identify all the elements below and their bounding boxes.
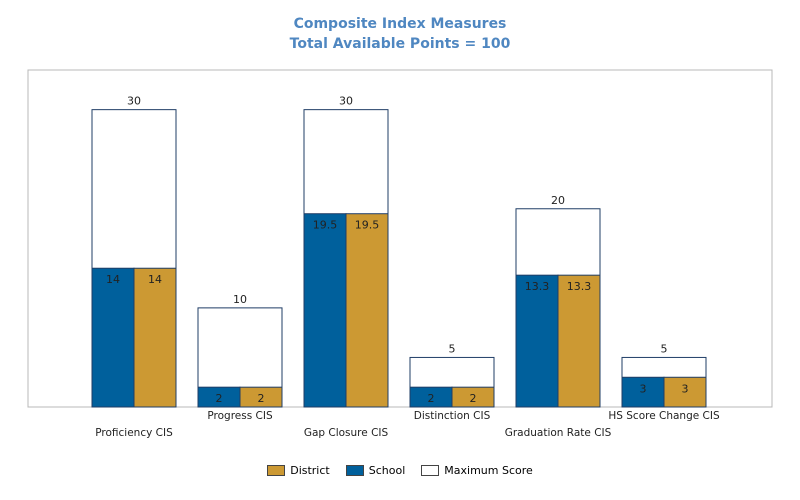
bar-school-graduation-rate-cis: [515, 274, 559, 408]
school-label-proficiency-cis: 14: [106, 273, 120, 286]
max-label-proficiency-cis: 30: [127, 95, 141, 108]
bar-school-hs-score-change-cis: [621, 376, 665, 408]
district-label-gap-closure-cis: 19.5: [355, 219, 380, 232]
district-label-hs-score-change-cis: 3: [682, 382, 689, 395]
max-label-graduation-rate-cis: 20: [551, 194, 565, 207]
bar-chart: 30 14 14 Proficiency CIS 10 2 2 Progress CIS 30 1…: [27, 69, 773, 439]
chart-title: Composite Index Measures: [293, 16, 507, 32]
school-label-progress-cis: 2: [216, 392, 223, 405]
school-label-hs-score-change-cis: 3: [640, 382, 647, 395]
bar-district-proficiency-cis: [133, 267, 177, 408]
legend-label-maximum-score: Maximum Score: [444, 464, 533, 477]
legend-label-district: District: [290, 464, 330, 477]
legend-label-school: School: [368, 464, 406, 477]
school-label-distinction-cis: 2: [428, 392, 435, 405]
category-label-graduation-rate-cis: Graduation Rate CIS: [505, 427, 612, 439]
bar-school-gap-closure-cis: [303, 213, 347, 408]
legend-swatch-school: [345, 465, 364, 476]
district-label-progress-cis: 2: [258, 392, 265, 405]
bar-school-proficiency-cis: [91, 267, 135, 408]
bar-district-hs-score-change-cis: [663, 376, 707, 408]
category-label-progress-cis: Progress CIS: [207, 410, 273, 422]
max-label-progress-cis: 10: [233, 293, 247, 306]
legend-item-school: School: [345, 464, 406, 477]
plot-area-frame: [27, 69, 773, 408]
district-label-proficiency-cis: 14: [148, 273, 162, 286]
chart-subtitle: Total Available Points = 100: [289, 36, 511, 52]
bar-district-graduation-rate-cis: [557, 274, 601, 408]
district-label-distinction-cis: 2: [470, 392, 477, 405]
max-label-distinction-cis: 5: [449, 342, 456, 355]
bar-district-gap-closure-cis: [345, 213, 389, 408]
bar-district-progress-cis: [239, 386, 283, 408]
school-label-gap-closure-cis: 19.5: [313, 219, 338, 232]
legend-item-district: District: [267, 464, 330, 477]
district-label-graduation-rate-cis: 13.3: [567, 280, 592, 293]
category-label-gap-closure-cis: Gap Closure CIS: [304, 427, 389, 439]
max-label-gap-closure-cis: 30: [339, 95, 353, 108]
legend-item-maximum-score: Maximum Score: [421, 464, 533, 477]
max-label-hs-score-change-cis: 5: [661, 342, 668, 355]
school-label-graduation-rate-cis: 13.3: [525, 280, 550, 293]
category-label-proficiency-cis: Proficiency CIS: [95, 427, 173, 439]
legend-swatch-maximum-score: [421, 465, 440, 476]
legend-swatch-district: [267, 465, 286, 476]
category-label-hs-score-change-cis: HS Score Change CIS: [608, 410, 720, 422]
category-label-distinction-cis: Distinction CIS: [414, 410, 491, 422]
bar-district-distinction-cis: [451, 386, 495, 408]
legend: District School Maximum Score: [0, 464, 800, 477]
